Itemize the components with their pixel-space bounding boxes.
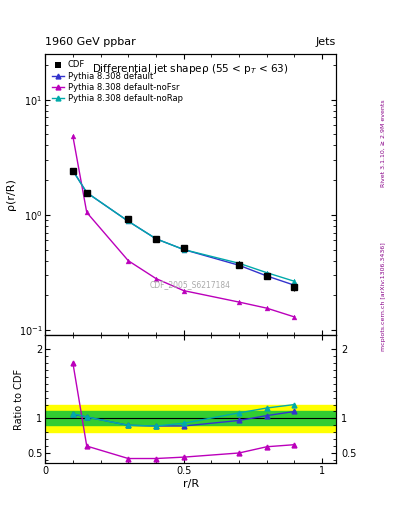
Y-axis label: Ratio to CDF: Ratio to CDF [14, 369, 24, 430]
X-axis label: r/R: r/R [182, 479, 199, 489]
Bar [45, 412, 336, 425]
Text: mcplots.cern.ch [arXiv:1306.3436]: mcplots.cern.ch [arXiv:1306.3436] [381, 243, 386, 351]
Text: 1960 GeV ppbar: 1960 GeV ppbar [45, 37, 136, 47]
Text: Differential jet shapeρ (55 < p$_T$ < 63): Differential jet shapeρ (55 < p$_T$ < 63… [92, 62, 289, 76]
Text: CDF_2005_S6217184: CDF_2005_S6217184 [150, 280, 231, 289]
Text: Rivet 3.1.10, ≥ 2.9M events: Rivet 3.1.10, ≥ 2.9M events [381, 99, 386, 187]
Legend: CDF, Pythia 8.308 default, Pythia 8.308 default-noFsr, Pythia 8.308 default-noRa: CDF, Pythia 8.308 default, Pythia 8.308 … [50, 58, 185, 105]
Y-axis label: ρ(r/R): ρ(r/R) [6, 179, 16, 210]
Bar [45, 404, 336, 432]
Text: Jets: Jets [316, 37, 336, 47]
